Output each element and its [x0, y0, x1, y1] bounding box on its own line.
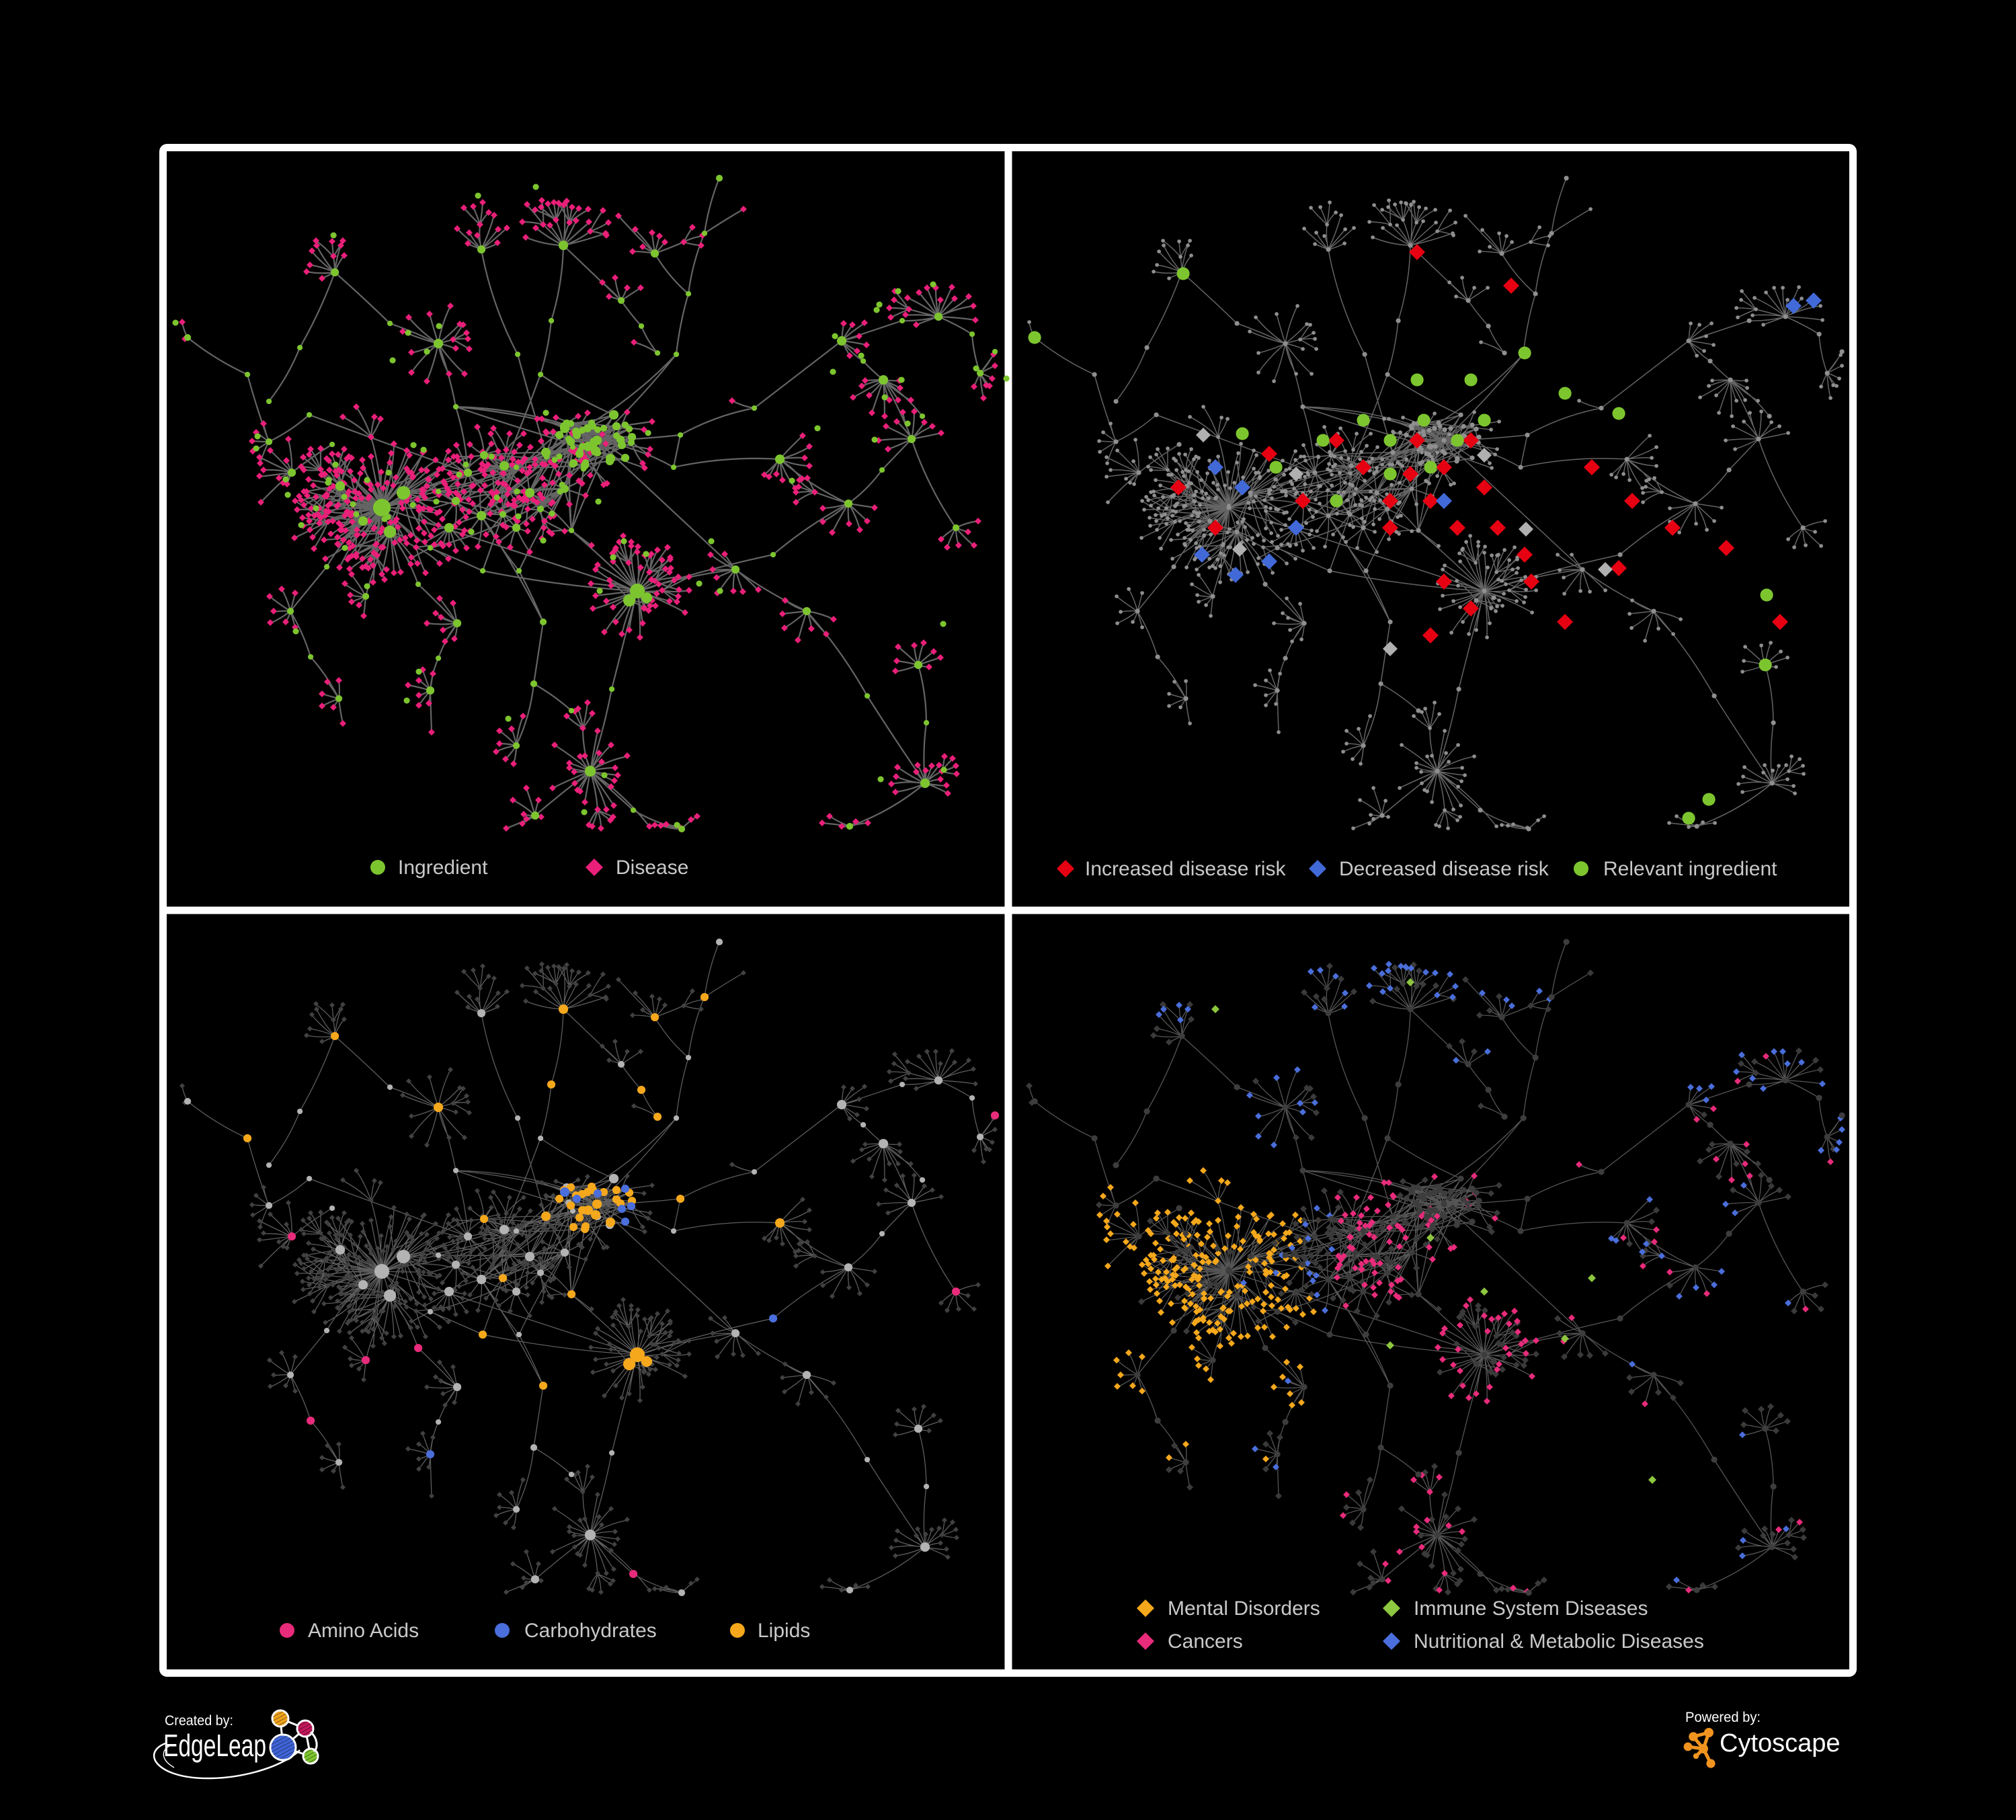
svg-text:Amino Acids: Amino Acids: [308, 1620, 419, 1642]
svg-text:Relevant ingredient: Relevant ingredient: [1603, 858, 1777, 880]
svg-text:EdgeLeap: EdgeLeap: [163, 1728, 266, 1763]
svg-text:Cytoscape: Cytoscape: [1720, 1729, 1841, 1757]
svg-text:Increased disease risk: Increased disease risk: [1085, 858, 1286, 880]
svg-text:Created by:: Created by:: [165, 1713, 233, 1729]
svg-text:Powered by:: Powered by:: [1685, 1710, 1761, 1725]
svg-text:Ingredient: Ingredient: [398, 857, 488, 879]
svg-text:Lipids: Lipids: [758, 1620, 810, 1642]
svg-text:Disease: Disease: [616, 857, 688, 879]
svg-text:Mental Disorders: Mental Disorders: [1168, 1597, 1320, 1620]
svg-text:Nutritional & Metabolic Diseas: Nutritional & Metabolic Diseases: [1414, 1630, 1704, 1653]
svg-text:Carbohydrates: Carbohydrates: [524, 1620, 657, 1642]
svg-text:Decreased disease risk: Decreased disease risk: [1339, 858, 1549, 880]
svg-text:Cancers: Cancers: [1168, 1630, 1243, 1653]
svg-text:Immune System Diseases: Immune System Diseases: [1414, 1597, 1648, 1620]
